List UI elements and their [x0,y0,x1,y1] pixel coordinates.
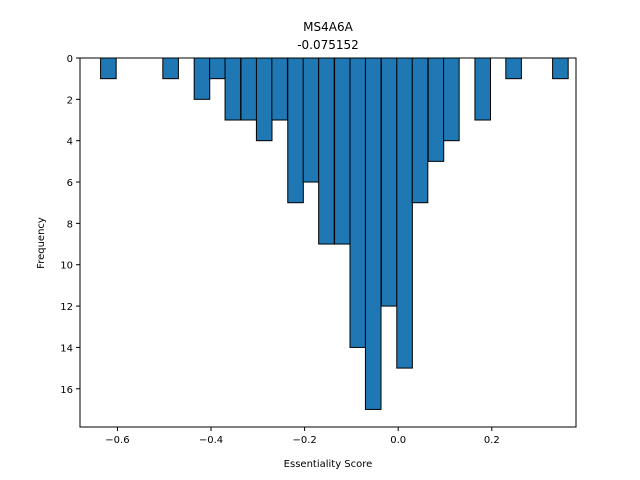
histogram-bar [271,57,288,121]
y-tick-label: 10 [60,261,73,272]
histogram-bar [334,57,351,245]
x-axis-title: Essentiality Score [284,459,373,470]
y-axis-ticks: 0 2 4 6 8 10 12 14 16 [60,54,80,396]
y-axis-title: Frequency [36,217,47,269]
histogram-bar [552,57,569,80]
histogram-bar [505,57,522,80]
bars-group [100,57,569,410]
histogram-bar [193,57,211,100]
y-tick-label: 4 [67,137,73,148]
y-tick-label: 14 [60,343,73,354]
y-tick-label: 12 [60,302,73,313]
histogram-bar [100,57,117,80]
y-tick-label: 2 [67,95,73,106]
histogram-bar [224,57,242,121]
histogram-bar [209,57,226,80]
y-tick-label: 0 [67,54,73,65]
histogram-bar [396,57,413,369]
x-tick-label: −0.4 [199,435,223,446]
x-tick-label: −0.2 [292,435,316,446]
histogram-bar [349,57,367,348]
x-tick-label: −0.6 [105,435,129,446]
x-tick-label: 0.0 [390,435,406,446]
histogram-bar [162,57,179,80]
histogram-bar [240,57,258,121]
x-axis-ticks: −0.6 −0.4 −0.2 0.0 0.2 [105,427,500,446]
histogram-bar [380,57,398,307]
y-tick-label: 6 [67,178,73,189]
histogram-bar [443,57,460,142]
histogram-bar [318,57,335,245]
histogram-bar [287,57,304,204]
y-tick-label: 8 [67,219,73,230]
histogram-bar [474,57,492,121]
histogram-bar [255,57,273,142]
histogram-bar [427,57,445,162]
plot-frame [79,57,577,428]
chart-subtitle: -0.075152 [297,38,359,52]
x-tick-label: 0.2 [484,435,500,446]
histogram-bar [411,57,429,204]
histogram-bar [302,57,320,183]
chart-title: MS4A6A [303,20,353,34]
histogram-bar [364,57,382,410]
y-tick-label: 16 [60,385,73,396]
